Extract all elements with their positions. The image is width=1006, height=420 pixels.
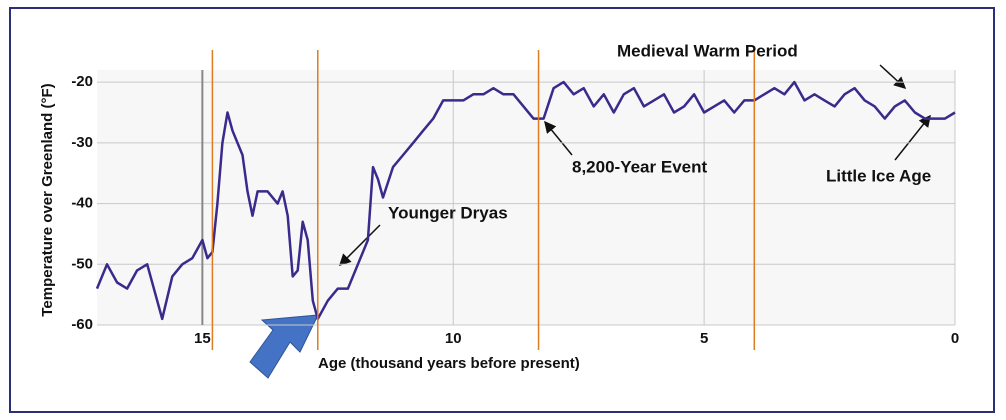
annotation-arrow [544, 120, 573, 156]
annotation-arrow [879, 64, 907, 90]
y-axis-label: Temperature over Greenland (°F) [39, 83, 56, 316]
annotation-arrow [338, 224, 381, 267]
annotation: Younger Dryas [388, 203, 508, 222]
temperature-line [95, 80, 956, 321]
annotation: Little Ice Age [826, 166, 931, 185]
y-tick-label: -30 [71, 134, 93, 151]
x-tick-label: 10 [445, 330, 462, 347]
annotation-arrow [894, 114, 931, 161]
x-tick-label: 5 [700, 330, 708, 347]
x-axis-label: Age (thousand years before present) [318, 355, 580, 372]
plot-area [97, 70, 955, 325]
highlight-arrow [249, 314, 319, 379]
annotation: 8,200-Year Event [572, 157, 707, 176]
annotation: Medieval Warm Period [617, 41, 798, 60]
y-tick-label: -50 [71, 255, 93, 272]
y-tick-label: -60 [71, 316, 93, 333]
y-tick-label: -40 [71, 195, 93, 212]
x-tick-label: 0 [951, 330, 959, 347]
y-tick-label: -20 [71, 73, 93, 90]
x-tick-label: 15 [194, 330, 211, 347]
